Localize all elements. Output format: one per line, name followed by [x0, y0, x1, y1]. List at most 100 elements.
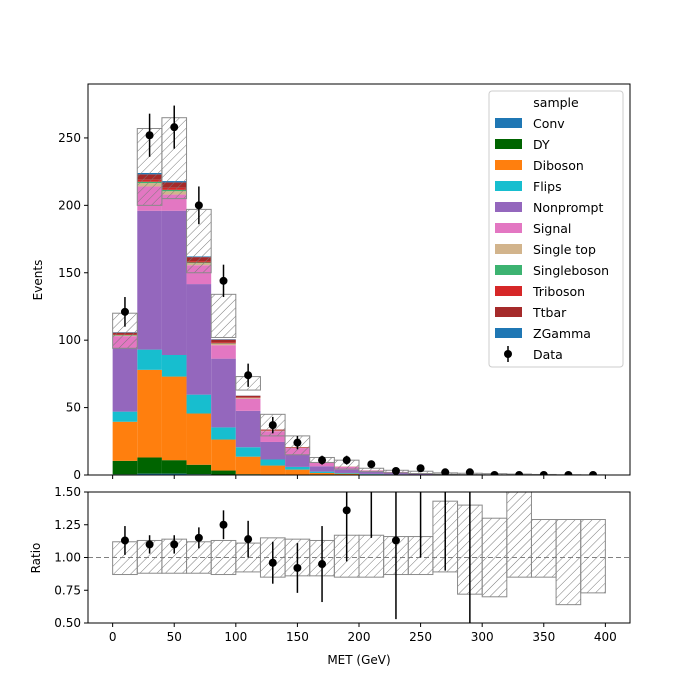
main-x-ticks — [112, 475, 606, 479]
bar-nonprompt-bin-2 — [161, 210, 187, 356]
bar-conv-bin-2 — [161, 473, 187, 475]
legend-items: Conv DY Diboson Flips Nonprompt Signal Single … — [495, 116, 609, 362]
data-point-6 — [268, 421, 277, 430]
legend-label: Diboson — [533, 158, 584, 173]
bar-flips-bin-1 — [137, 349, 162, 370]
ratio-y-tick-label-1.25: 1.25 — [54, 518, 81, 532]
legend-entry-zgamma: ZGamma — [495, 326, 591, 341]
ratio-point-2 — [170, 540, 179, 549]
legend-label: Flips — [533, 179, 562, 194]
x-tick-label-0: 0 — [109, 630, 117, 644]
y-axis-label-events: Events — [31, 260, 45, 301]
data-point-13 — [441, 468, 450, 475]
bar-single-top-bin-5 — [235, 398, 261, 399]
ratio-y-tick-label-0.75: 0.75 — [54, 583, 81, 597]
bar-ttbar-bin-4 — [211, 339, 236, 343]
ratio-band-bin-19 — [580, 519, 606, 594]
bar-flips-bin-5 — [235, 447, 261, 457]
bar-nonprompt-bin-4 — [211, 358, 236, 428]
x-tick-label-400: 400 — [594, 630, 617, 644]
legend-label: ZGamma — [533, 326, 591, 341]
legend-label: Single top — [533, 242, 596, 257]
ratio-point-7 — [293, 563, 302, 572]
bar-flips-bin-7 — [285, 466, 310, 470]
data-point-16 — [515, 471, 524, 475]
data-point-4 — [219, 276, 228, 285]
legend-label: DY — [533, 137, 550, 152]
bar-signal-bin-5 — [235, 398, 261, 411]
ratio-point-9 — [342, 506, 351, 515]
data-point-14 — [465, 468, 474, 475]
bar-signal-bin-4 — [211, 345, 236, 359]
bar-diboson-bin-3 — [186, 413, 212, 465]
ratio-y-ticks: 0.50 0.75 1.00 1.25 1.50 — [54, 485, 88, 630]
x-tick-label-300: 300 — [471, 630, 494, 644]
legend-label: Singleboson — [533, 263, 609, 278]
bar-diboson-bin-0 — [112, 421, 138, 461]
bar-diboson-bin-1 — [137, 369, 162, 458]
data-point-11 — [391, 466, 400, 475]
bar-nonprompt-bin-5 — [235, 410, 261, 448]
bar-nonprompt-bin-1 — [137, 210, 162, 350]
ratio-band-bin-10 — [358, 534, 385, 578]
bar-diboson-bin-4 — [211, 439, 236, 471]
main-y-tick-label-150: 150 — [58, 266, 81, 280]
legend-entry-nonprompt: Nonprompt — [495, 200, 603, 215]
x-tick-label-150: 150 — [286, 630, 309, 644]
ratio-point-0 — [120, 536, 129, 545]
legend-entry-conv: Conv — [495, 116, 565, 131]
x-tick-label-250: 250 — [409, 630, 432, 644]
bar-nonprompt-bin-8 — [309, 466, 335, 472]
legend-swatch — [495, 181, 522, 191]
legend-swatch — [495, 160, 522, 170]
data-point-10 — [367, 460, 376, 469]
main-y-tick-label-0: 0 — [73, 468, 81, 482]
bar-dy-bin-0 — [112, 460, 138, 475]
bar-nonprompt-bin-7 — [285, 454, 310, 467]
ratio-plot-area — [88, 492, 630, 623]
bar-nonprompt-bin-12 — [408, 473, 433, 475]
ratio-band-bin-15 — [481, 517, 508, 598]
legend-swatch — [495, 139, 522, 149]
legend-entry-ttbar: Ttbar — [495, 305, 567, 320]
ratio-point-4 — [219, 520, 228, 529]
legend-swatch — [495, 244, 522, 254]
bar-signal-bin-6 — [260, 431, 286, 442]
legend-entry-single-top: Single top — [495, 242, 596, 257]
bar-single-top-bin-4 — [211, 343, 236, 346]
main-y-tick-label-50: 50 — [66, 401, 81, 415]
legend-label: Triboson — [532, 284, 585, 299]
main-y-tick-label-200: 200 — [58, 198, 81, 212]
legend-label: Nonprompt — [533, 200, 603, 215]
ratio-band-bin-18 — [555, 519, 582, 606]
main-plot-area — [112, 105, 606, 475]
bar-diboson-bin-6 — [260, 465, 286, 475]
legend-swatch — [495, 265, 522, 275]
uncertainty-band-bin-10 — [358, 467, 385, 473]
legend-swatch — [495, 328, 522, 338]
y-axis-label-ratio: Ratio — [29, 543, 43, 574]
uncertainty-band-bin-3 — [186, 208, 212, 274]
data-point-2 — [170, 123, 179, 132]
ratio-y-tick-label-0.50: 0.50 — [54, 616, 81, 630]
bar-triboson-bin-4 — [211, 342, 236, 344]
legend-entry-singleboson: Singleboson — [495, 263, 609, 278]
ratio-point-6 — [268, 558, 277, 567]
main-panel: 0 50 100 150 200 250 Events — [31, 83, 631, 482]
x-tick-label-350: 350 — [532, 630, 555, 644]
bar-nonprompt-bin-3 — [186, 284, 212, 395]
data-point-7 — [293, 438, 302, 447]
data-point-0 — [120, 307, 129, 316]
bar-nonprompt-bin-0 — [112, 348, 138, 412]
data-point-15 — [490, 471, 499, 475]
legend-entry-dy: DY — [495, 137, 550, 152]
bar-diboson-bin-5 — [235, 456, 261, 475]
bar-conv-bin-1 — [137, 473, 162, 475]
ratio-point-5 — [244, 535, 253, 544]
main-y-tick-label-250: 250 — [58, 131, 81, 145]
bar-nonprompt-bin-9 — [334, 469, 359, 473]
bar-diboson-bin-8 — [309, 472, 335, 475]
legend-label: Ttbar — [532, 305, 567, 320]
legend-marker — [504, 350, 512, 358]
